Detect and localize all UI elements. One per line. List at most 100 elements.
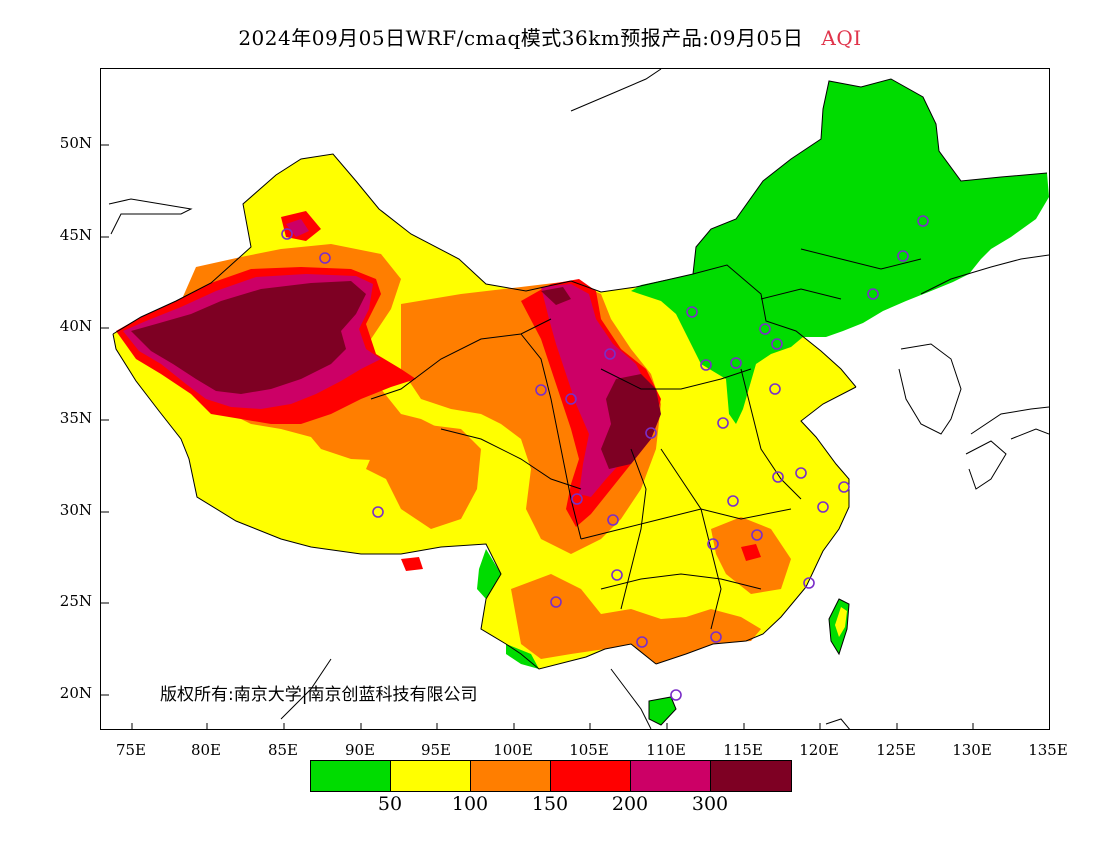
korea-coast (898, 343, 962, 435)
city-marker (917, 215, 929, 227)
province-line-10 (760, 288, 842, 300)
city-marker (645, 427, 657, 439)
city-marker (727, 495, 739, 507)
taiwan-outline (828, 598, 850, 656)
lon-label-110e: 110E (646, 741, 686, 759)
kamchatka-coast (570, 69, 662, 112)
lon-label-90e: 90E (344, 741, 376, 759)
province-line-11 (620, 448, 647, 610)
aqi-region-maroon-central (601, 374, 661, 469)
city-marker (670, 689, 682, 701)
title-variable: AQI (821, 26, 862, 50)
kazakh-lake (108, 198, 193, 235)
city-marker (730, 357, 742, 369)
city-markers (281, 215, 929, 701)
lat-ticks (101, 144, 109, 696)
lon-label-80e: 80E (190, 741, 222, 759)
lon-label-115e: 115E (723, 741, 763, 759)
lon-label-135e: 135E (1028, 741, 1068, 759)
aqi-legend-bar (310, 760, 792, 792)
aqi-region-green-hainan (649, 697, 676, 725)
lat-label-45n: 45N (59, 226, 92, 244)
lat-label-20n: 20N (59, 684, 92, 702)
province-line-1 (370, 318, 552, 400)
city-marker (372, 506, 384, 518)
city-marker (636, 636, 648, 648)
copyright-text: 版权所有:南京大学|南京创蓝科技有限公司 (160, 685, 478, 705)
city-marker (751, 529, 763, 541)
japan-coast (970, 406, 1049, 435)
legend-label-300: 300 (691, 793, 729, 815)
city-marker (565, 393, 577, 405)
city-marker (838, 481, 850, 493)
northeast-border-line (692, 78, 1048, 275)
city-marker (771, 338, 783, 350)
lon-label-120e: 120E (799, 741, 839, 759)
city-marker (686, 306, 698, 318)
boundary-lines (112, 78, 1048, 726)
legend-swatch-orange (471, 761, 551, 791)
lon-label-85e: 85E (267, 741, 299, 759)
japan-kyushu (965, 440, 1007, 490)
city-marker (867, 288, 879, 300)
city-marker (319, 252, 331, 264)
province-line-5 (580, 508, 792, 540)
city-marker (795, 467, 807, 479)
lat-label-35n: 35N (59, 409, 92, 427)
legend-swatch-maroon (711, 761, 791, 791)
aqi-region-orange-tibet (366, 424, 481, 529)
map-panel (100, 68, 1050, 730)
city-marker (611, 569, 623, 581)
city-marker (571, 493, 583, 505)
province-line-7 (660, 448, 722, 630)
hainan-outline (648, 696, 677, 726)
lat-label-30n: 30N (59, 501, 92, 519)
japan-shikoku (1010, 428, 1049, 440)
neighbor-coastlines (108, 69, 1049, 729)
city-marker (535, 384, 547, 396)
province-line-4 (600, 368, 752, 390)
lat-label-40n: 40N (59, 317, 92, 335)
lon-ticks (131, 723, 974, 729)
aqi-region-red-spot-1 (741, 544, 761, 561)
city-marker (700, 359, 712, 371)
city-marker (897, 250, 909, 262)
lon-label-100e: 100E (493, 741, 533, 759)
aqi-map (101, 69, 1049, 729)
city-marker (717, 417, 729, 429)
city-marker (607, 514, 619, 526)
city-marker (281, 228, 293, 240)
lon-label-95e: 95E (420, 741, 452, 759)
legend-label-50: 50 (377, 793, 403, 815)
aqi-region-green-northeast (631, 79, 1049, 424)
aqi-region-yellow-taiwan (835, 607, 847, 637)
city-marker (803, 577, 815, 589)
city-marker (550, 596, 562, 608)
lon-label-75e: 75E (115, 741, 147, 759)
aqi-region-maroon-west (131, 281, 366, 394)
legend-swatch-yellow (391, 761, 471, 791)
city-marker (604, 348, 616, 360)
legend-label-100: 100 (451, 793, 489, 815)
south-border-line (112, 333, 657, 670)
aqi-region-magenta-dzungaria (286, 219, 309, 237)
lat-label-25n: 25N (59, 592, 92, 610)
coast-line (655, 386, 857, 665)
title-main: 2024年09月05日WRF/cmaq模式36km预报产品:09月05日 (238, 26, 804, 50)
legend-label-200: 200 (611, 793, 649, 815)
lon-label-130e: 130E (952, 741, 992, 759)
city-marker (759, 323, 771, 335)
province-line-2 (440, 428, 582, 490)
russia-coast (920, 254, 1049, 295)
aqi-region-maroon-north (541, 287, 571, 305)
legend-swatch-green (311, 761, 391, 791)
aqi-region-orange-south (511, 574, 761, 664)
legend-swatch-red (551, 761, 631, 791)
province-line-9 (800, 248, 922, 270)
lat-label-50n: 50N (59, 134, 92, 152)
lon-label-125e: 125E (876, 741, 916, 759)
province-line-3 (520, 333, 582, 540)
province-line-8 (740, 368, 802, 500)
aqi-region-green-southwest (477, 549, 501, 599)
legend-label-150: 150 (531, 793, 569, 815)
